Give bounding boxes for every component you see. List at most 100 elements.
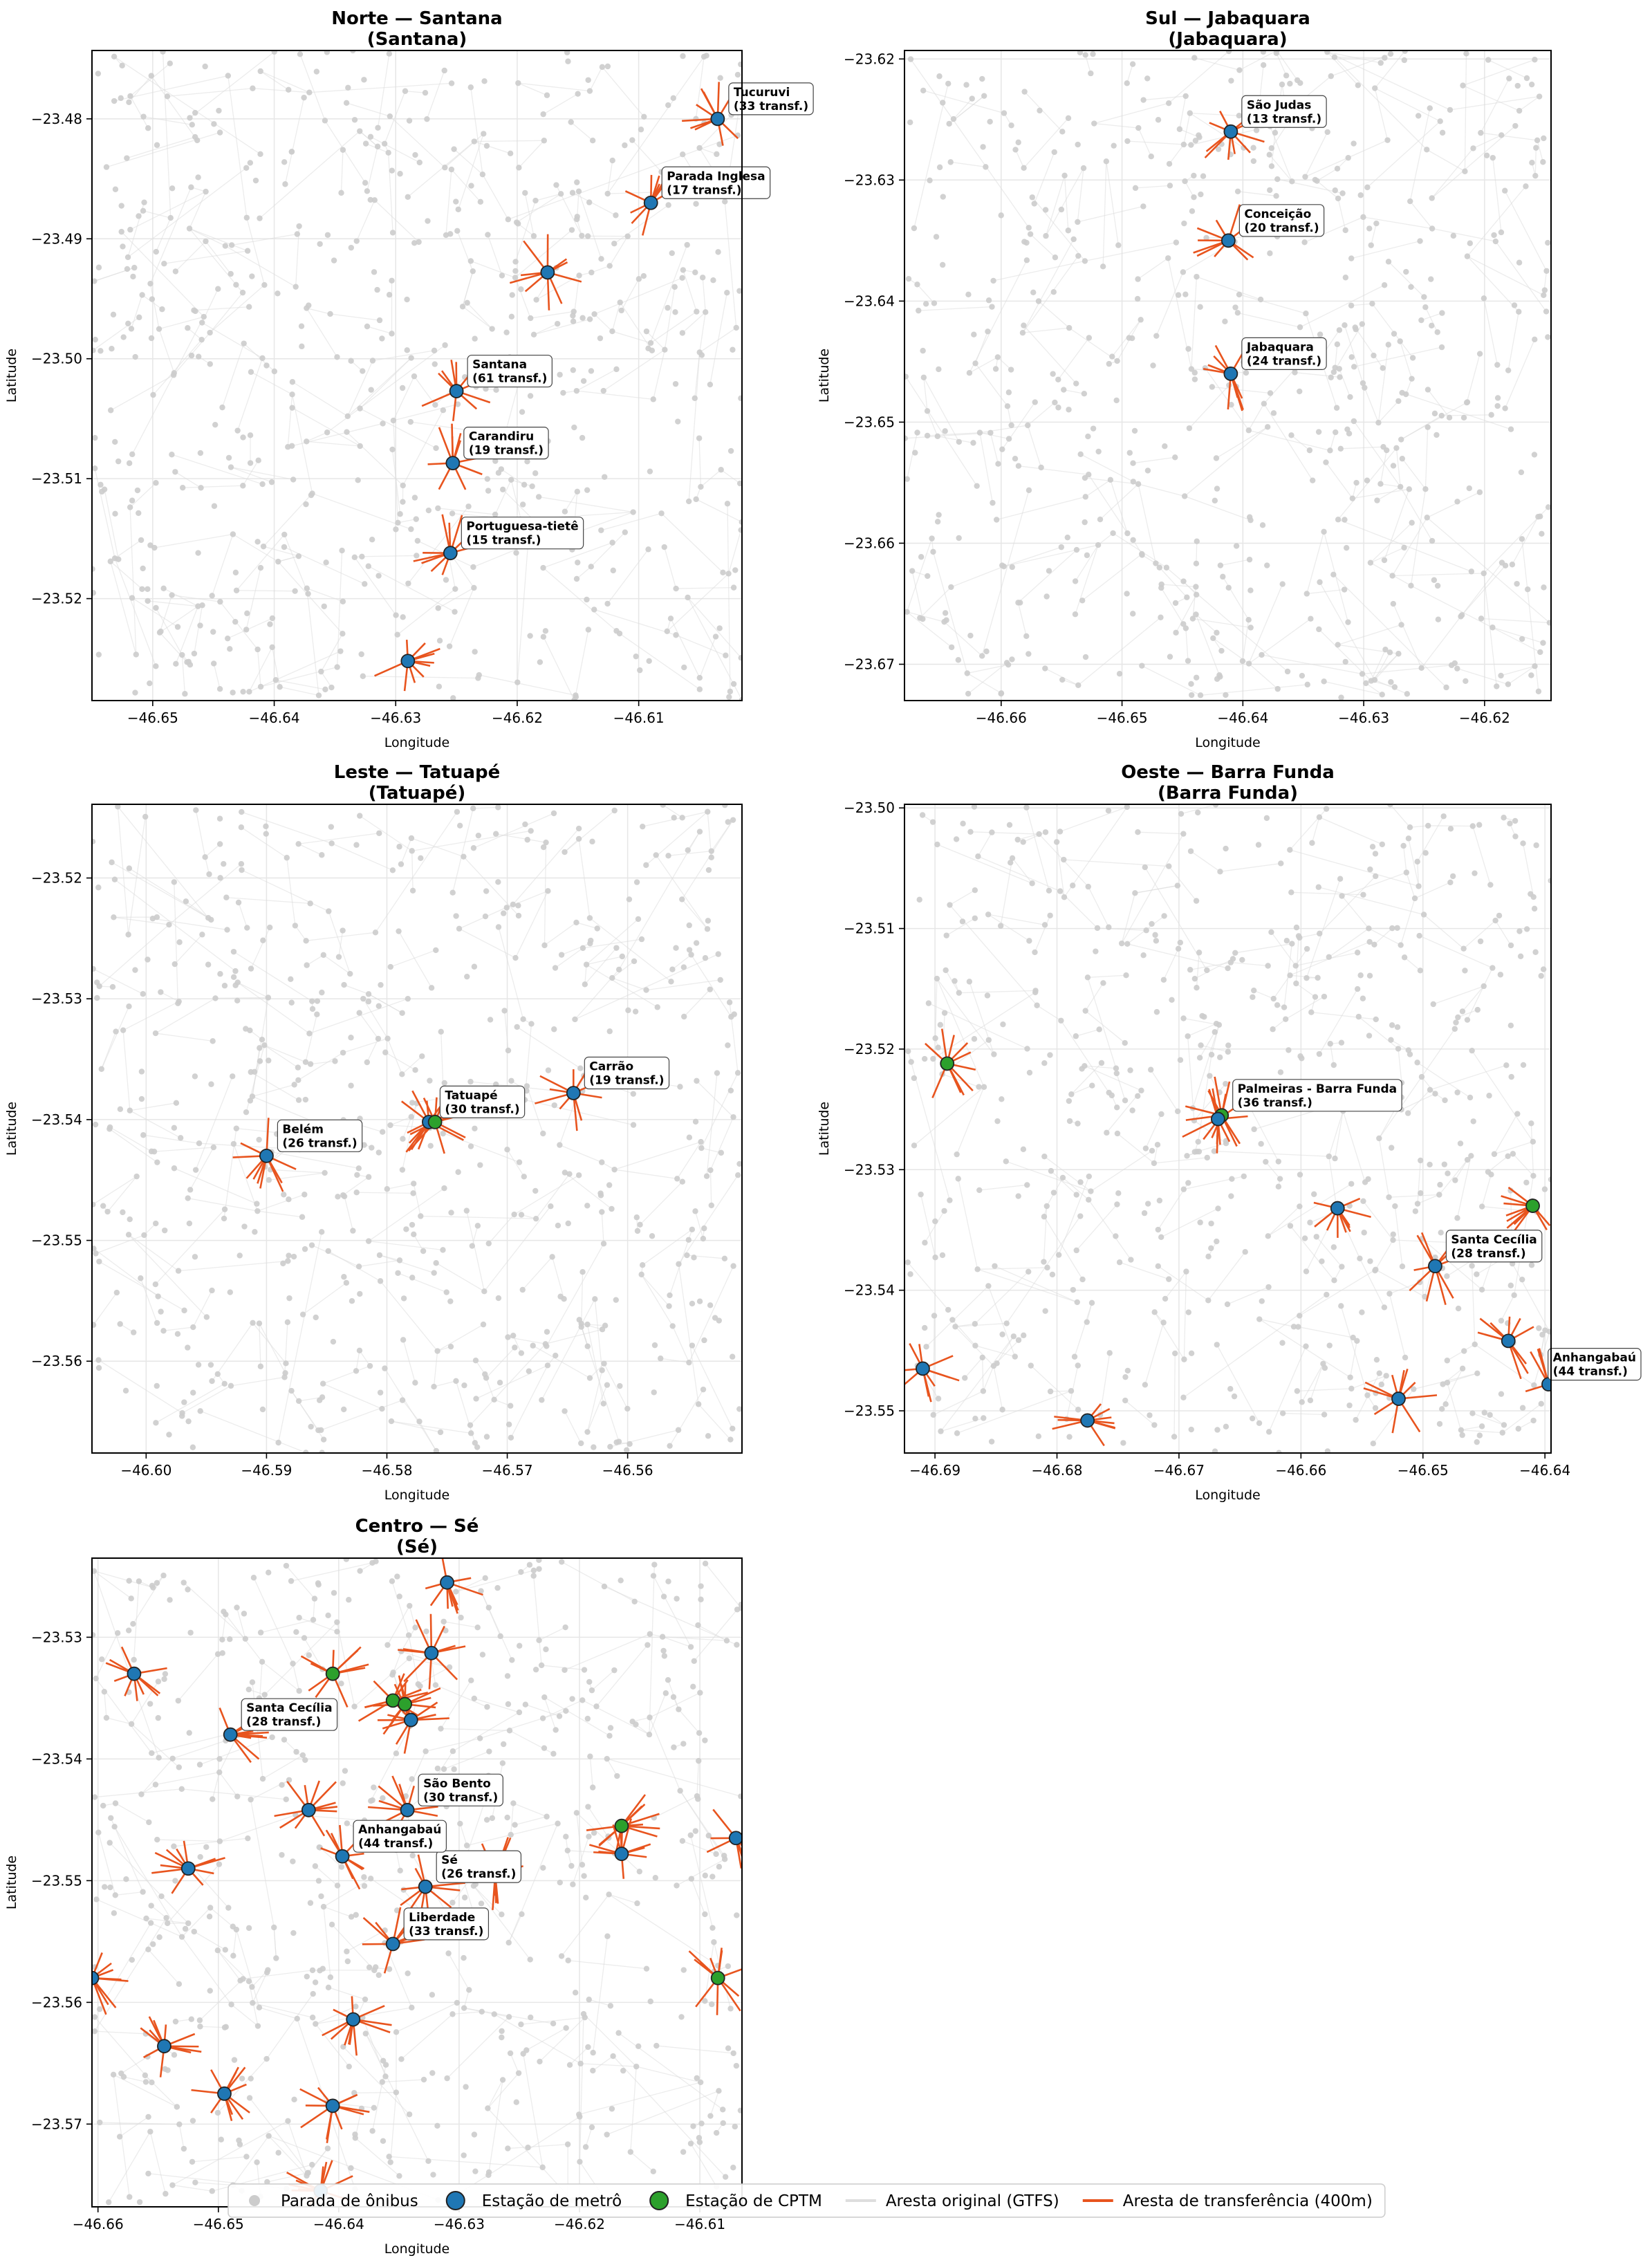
x-tick-label: −46.65 <box>193 2216 244 2232</box>
legend-swatch-station <box>445 2191 465 2210</box>
plot-area <box>92 1558 742 2207</box>
station-label: Anhangabaú(44 transf.) <box>353 1820 447 1853</box>
y-tick-label: −23.56 <box>31 1994 82 2010</box>
plot-content <box>904 50 1551 701</box>
x-tick-label: −46.65 <box>1398 1462 1449 1479</box>
plot-frame <box>91 804 743 1454</box>
station-transfer-count: (33 transf.) <box>734 100 808 113</box>
metro-station-marker <box>1080 1413 1095 1428</box>
plot-frame <box>904 50 1552 701</box>
panel-title: Norte — Santana <box>331 8 502 29</box>
station-transfer-count: (28 transf.) <box>1451 1247 1525 1261</box>
y-tick-label: −23.62 <box>844 50 895 67</box>
y-tick-label: −23.54 <box>31 1111 82 1128</box>
gtfs-edges <box>904 50 1550 696</box>
x-tick-label: −46.66 <box>1275 1462 1326 1479</box>
metro-station-marker <box>1391 1391 1406 1406</box>
y-tick-label: −23.48 <box>31 111 82 127</box>
metro-station-marker <box>157 2039 171 2054</box>
plot-content <box>904 804 1551 1453</box>
station-label: Tatuapé(30 transf.) <box>439 1085 526 1118</box>
station-transfer-count: (26 transf.) <box>282 1136 357 1150</box>
legend: Parada de ônibus Estação de metrô Estaçã… <box>228 2183 1386 2218</box>
x-tick-label: −46.56 <box>602 1462 653 1479</box>
x-tick-label: −46.64 <box>313 2216 364 2232</box>
cptm-station-marker <box>325 1666 340 1681</box>
station-name: Palmeiras - Barra Funda <box>1238 1082 1397 1096</box>
x-tick-label: −46.62 <box>492 710 543 726</box>
panel-norte-santana: Norte — Santana (Santana) Longitude Lati… <box>4 8 814 750</box>
station-transfer-count: (30 transf.) <box>423 1791 498 1804</box>
cptm-station-marker <box>710 1970 725 1986</box>
x-tick-label: −46.66 <box>976 710 1027 726</box>
x-tick-label: −46.61 <box>674 2216 725 2232</box>
bus-stops <box>904 50 1551 701</box>
metro-station-marker <box>643 195 658 210</box>
station-name: Parada Inglesa <box>667 169 765 183</box>
station-name: Tucuruvi <box>734 86 790 100</box>
x-tick-label: −46.64 <box>1217 710 1268 726</box>
metro-station-marker <box>346 2012 361 2027</box>
station-transfer-count: (44 transf.) <box>358 1837 433 1851</box>
y-tick-label: −23.55 <box>31 1232 82 1249</box>
metro-station-marker <box>1221 233 1236 248</box>
x-tick-label: −46.60 <box>120 1462 171 1479</box>
y-tick-label: −23.65 <box>844 414 895 430</box>
metro-station-marker <box>1330 1201 1345 1216</box>
metro-station-marker <box>418 1879 433 1894</box>
station-label: Sé(26 transf.) <box>436 1850 522 1883</box>
y-tick-label: −23.51 <box>844 920 895 937</box>
panel-subtitle: (Sé) <box>396 1537 438 1557</box>
station-label: Liberdade(33 transf.) <box>403 1907 490 1941</box>
metro-station-marker <box>1223 366 1238 381</box>
station-label: Conceição(20 transf.) <box>1238 204 1325 237</box>
station-label: Anhangabaú(44 transf.) <box>1548 1348 1642 1381</box>
station-label: Parada Inglesa(17 transf.) <box>661 166 771 199</box>
station-name: Portuguesa-tietê <box>466 520 578 534</box>
metro-station-marker <box>449 384 464 398</box>
metro-station-marker <box>385 1936 400 1952</box>
plot-frame <box>91 50 743 701</box>
x-axis-label: Longitude <box>384 1488 450 1503</box>
x-tick-label: −46.63 <box>370 710 421 726</box>
y-tick-label: −23.50 <box>31 351 82 367</box>
y-tick-label: −23.52 <box>31 870 82 887</box>
metro-station-marker <box>1210 1111 1225 1127</box>
station-transfer-count: (36 transf.) <box>1238 1096 1312 1110</box>
station-label: Santa Cecília(28 transf.) <box>1445 1230 1543 1263</box>
metro-station-marker <box>1501 1333 1516 1349</box>
cptm-station-marker <box>940 1056 955 1071</box>
panel-sul-jabaquara: Sul — Jabaquara (Jabaquara) Longitude La… <box>817 8 1552 750</box>
y-tick-label: −23.64 <box>844 293 895 309</box>
x-axis-label: Longitude <box>1195 735 1261 750</box>
station-transfer-count: (33 transf.) <box>409 1925 483 1938</box>
metro-station-marker <box>540 265 555 280</box>
metro-station-marker <box>301 1802 316 1817</box>
cptm-station-marker <box>427 1114 443 1129</box>
station-name: Sé <box>441 1853 458 1867</box>
x-tick-label: −46.58 <box>361 1462 412 1479</box>
station-name: Conceição <box>1244 207 1311 221</box>
metro-station-marker <box>1428 1259 1442 1274</box>
y-tick-label: −23.54 <box>31 1750 82 1767</box>
panel-centro-se: Centro — Sé (Sé) Longitude Latitude Sé(2… <box>4 1516 743 2257</box>
y-tick-label: −23.56 <box>31 1353 82 1369</box>
panel-subtitle: (Barra Funda) <box>1158 783 1298 804</box>
x-tick-label: −46.63 <box>1338 710 1389 726</box>
station-name: Liberdade <box>409 1911 475 1925</box>
cptm-station-marker <box>1525 1199 1540 1213</box>
metro-station-marker <box>728 1831 742 1846</box>
panel-title: Centro — Sé <box>355 1516 479 1537</box>
station-name: Carrão <box>589 1060 633 1073</box>
metro-station-marker <box>223 1727 238 1742</box>
panel-subtitle: (Tatuapé) <box>369 783 465 804</box>
metro-station-marker <box>217 2086 232 2101</box>
y-tick-label: −23.55 <box>31 1872 82 1889</box>
y-axis-label: Latitude <box>4 1856 19 1909</box>
metro-station-marker <box>400 654 416 669</box>
y-axis-label: Latitude <box>817 1102 832 1156</box>
metro-station-marker <box>710 111 725 127</box>
metro-station-marker <box>180 1861 196 1876</box>
x-tick-label: −46.62 <box>1459 710 1510 726</box>
station-label: Jabaquara(24 transf.) <box>1241 337 1327 370</box>
